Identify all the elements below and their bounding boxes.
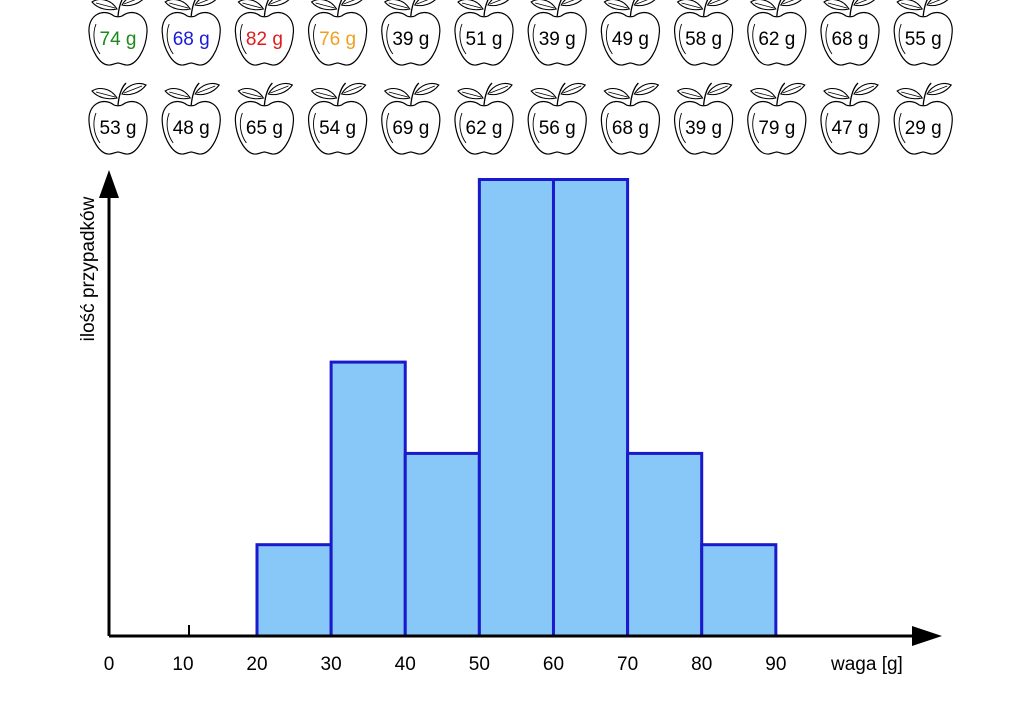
apple-icon: 69 g [381,82,441,155]
apple-icon: 39 g [381,0,441,66]
x-tick-label: 10 [172,654,193,675]
apple-weight-label: 55 g [905,29,942,50]
x-axis-title: waga [g] [830,654,903,675]
histogram-bar [329,360,407,638]
apple-icon: 79 g [747,82,807,155]
apple-weight-label: 39 g [539,29,576,50]
apple-icon: 76 g [307,0,368,66]
apple-weight-label: 68 g [173,29,210,50]
x-tick-label: 60 [543,654,564,675]
apple-icon: 62 g [454,82,514,155]
axes [99,170,942,646]
apple-weight-label: 79 g [758,118,795,139]
apple-weight-label: 54 g [319,118,356,139]
apple-weight-label: 51 g [466,29,503,50]
apple-weight-label: 39 g [685,118,722,139]
apple-icon: 51 g [454,0,514,66]
x-tick-label: 80 [691,654,712,675]
apple-icon: 49 g [600,0,661,66]
histogram-bar [403,451,481,638]
histogram-bar [700,543,778,638]
apple-weight-label: 49 g [612,29,649,50]
apple-icon: 58 g [673,0,734,66]
x-tick-label: 70 [617,654,638,675]
x-tick-labels: 0 10 20 30 40 50 60 70 80 90 [104,654,787,675]
apple-icon: 62 g [747,0,807,66]
x-tick-label: 50 [469,654,490,675]
histogram-bars [255,178,778,638]
apple-weight-label: 39 g [392,29,429,50]
apple-icon: 54 g [307,82,368,155]
apple-weight-label: 58 g [685,29,722,50]
apple-icon: 68 g [820,0,880,66]
apple-icon: 74 g [88,0,148,66]
x-axis-arrow-icon [912,626,942,646]
y-axis-title: ilość przypadków [78,196,99,341]
histogram-bar [626,451,704,638]
apple-weight-label: 48 g [173,118,210,139]
apple-icon: 39 g [673,82,734,155]
apples-row-1: 74 g 68 g 82 g 76 g 39 g 51 g 39 g 49 g 58 g 62 g… [88,0,953,66]
apple-weight-label: 68 g [832,29,869,50]
apple-icon: 65 g [234,82,295,155]
apple-weight-label: 62 g [466,118,503,139]
apple-weight-label: 47 g [832,118,869,139]
apple-icon: 68 g [600,82,661,155]
apple-weight-label: 76 g [319,29,356,50]
x-tick-label: 40 [395,654,416,675]
apple-icon: 55 g [893,0,953,66]
histogram-bar [551,178,630,638]
x-tick-label: 0 [104,654,115,675]
apple-weight-label: 53 g [100,118,137,139]
x-tick-label: 90 [765,654,786,675]
apple-icon: 68 g [161,0,221,66]
apple-icon: 29 g [893,82,953,155]
apple-weight-label: 82 g [246,29,283,50]
y-axis-arrow-icon [99,170,119,198]
apple-icon: 48 g [161,82,221,155]
apple-weight-label: 69 g [392,118,429,139]
apple-icon: 39 g [527,0,587,66]
x-tick-label: 20 [246,654,267,675]
histogram-bar [255,543,333,638]
histogram-bar [477,178,555,638]
apple-icon: 82 g [234,0,295,66]
apple-weight-label: 74 g [100,29,137,50]
apples-row-2: 53 g 48 g 65 g 54 g 69 g 62 g 56 g 68 g 39 g 79 g… [88,82,953,155]
x-tick-label: 30 [321,654,342,675]
apple-icon: 56 g [527,82,587,155]
apple-weight-label: 62 g [758,29,795,50]
apple-weight-label: 56 g [539,118,576,139]
apple-weight-label: 29 g [905,118,942,139]
apple-weight-label: 65 g [246,118,283,139]
apple-icon: 47 g [820,82,880,155]
apple-icon: 53 g [88,82,148,155]
apple-weight-label: 68 g [612,118,649,139]
